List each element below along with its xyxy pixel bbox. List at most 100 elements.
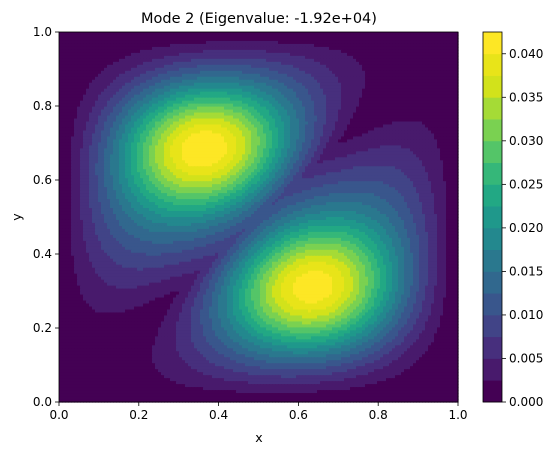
contour-cell	[191, 58, 195, 63]
contour-cell	[416, 32, 420, 36]
contour-cell	[131, 70, 135, 75]
contour-cell	[371, 61, 375, 66]
contour-cell	[125, 82, 129, 87]
contour-cell	[443, 73, 447, 78]
contour-cell	[335, 70, 339, 75]
contour-cell	[350, 103, 354, 108]
contour-cell	[236, 106, 240, 111]
contour-cell	[230, 34, 234, 39]
contour-cell	[449, 103, 453, 108]
contour-cell	[422, 37, 426, 42]
contour-cell	[455, 73, 459, 78]
contour-cell	[131, 97, 135, 102]
contour-cell	[419, 106, 423, 111]
contour-cell	[95, 130, 99, 135]
contour-cell	[239, 103, 243, 108]
contour-cell	[290, 49, 294, 54]
contour-cell	[242, 52, 246, 57]
contour-cell	[269, 46, 273, 51]
contour-cell	[137, 133, 141, 138]
contour-cell	[110, 55, 114, 60]
contour-cell	[362, 79, 366, 84]
contour-cell	[350, 97, 354, 102]
contour-cell	[224, 58, 228, 63]
contour-cell	[305, 76, 309, 81]
contour-cell	[188, 106, 192, 111]
contour-cell	[104, 106, 108, 111]
contour-cell	[188, 100, 192, 105]
contour-cell	[191, 67, 195, 72]
contour-cell	[200, 121, 204, 126]
contour-cell	[101, 67, 105, 72]
contour-cell	[278, 97, 282, 102]
contour-cell	[386, 79, 390, 84]
contour-cell	[59, 109, 63, 114]
contour-cell	[410, 103, 414, 108]
contour-cell	[347, 133, 351, 138]
contour-cell	[68, 136, 72, 141]
contour-cell	[341, 136, 345, 141]
contour-cell	[203, 136, 207, 141]
contour-cell	[107, 85, 111, 90]
contour-cell	[266, 127, 270, 132]
contour-cell	[77, 82, 81, 87]
contour-cell	[239, 115, 243, 120]
contour-cell	[221, 37, 225, 42]
contour-cell	[155, 127, 159, 132]
contour-cell	[305, 58, 309, 63]
contour-cell	[242, 58, 246, 63]
contour-cell	[230, 136, 234, 141]
contour-cell	[386, 32, 390, 36]
contour-cell	[266, 115, 270, 120]
contour-cell	[143, 136, 147, 141]
contour-cell	[413, 52, 417, 57]
contour-cell	[308, 130, 312, 135]
contour-cell	[95, 46, 99, 51]
contour-cell	[236, 37, 240, 42]
contour-cell	[164, 115, 168, 120]
contour-cell	[413, 118, 417, 123]
contour-cell	[377, 67, 381, 72]
contour-cell	[392, 94, 396, 99]
contour-cell	[341, 73, 345, 78]
contour-cell	[419, 64, 423, 69]
contour-cell	[425, 76, 429, 81]
contour-cell	[158, 112, 162, 117]
contour-cell	[191, 55, 195, 60]
contour-cell	[188, 37, 192, 42]
contour-cell	[338, 52, 342, 57]
contour-cell	[134, 55, 138, 60]
contour-cell	[236, 124, 240, 129]
contour-cell	[299, 49, 303, 54]
contour-cell	[164, 130, 168, 135]
contour-cell	[449, 118, 453, 123]
contour-cell	[368, 94, 372, 99]
contour-cell	[344, 133, 348, 138]
contour-cell	[182, 121, 186, 126]
contour-cell	[284, 61, 288, 66]
contour-cell	[98, 32, 102, 36]
contour-cell	[398, 61, 402, 66]
contour-cell	[455, 85, 459, 90]
contour-cell	[86, 70, 90, 75]
contour-cell	[89, 109, 93, 114]
contour-cell	[344, 43, 348, 48]
contour-cell	[254, 88, 258, 93]
contour-cell	[80, 32, 84, 36]
contour-cell	[338, 103, 342, 108]
contour-cell	[143, 67, 147, 72]
contour-cell	[356, 124, 360, 129]
contour-cell	[248, 115, 252, 120]
contour-cell	[401, 76, 405, 81]
contour-cell	[80, 127, 84, 132]
contour-cell	[446, 88, 450, 93]
contour-cell	[383, 73, 387, 78]
contour-cell	[377, 55, 381, 60]
contour-cell	[206, 109, 210, 114]
contour-cell	[425, 103, 429, 108]
contour-cell	[149, 124, 153, 129]
contour-cell	[395, 43, 399, 48]
contour-cell	[437, 37, 441, 42]
contour-cell	[119, 121, 123, 126]
contour-cell	[341, 55, 345, 60]
